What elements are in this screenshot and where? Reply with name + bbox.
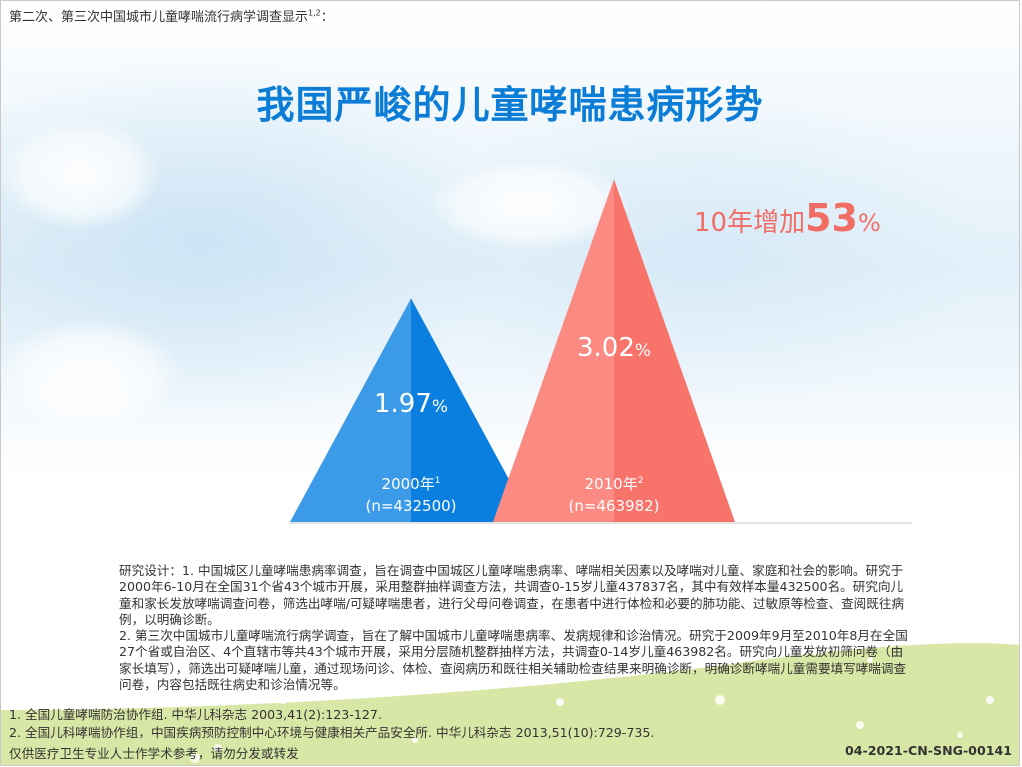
category-ref: 1 — [434, 476, 441, 486]
triangle-chart — [290, 179, 912, 524]
cloud-decoration — [0, 120, 160, 230]
category-label-2010: 2010年2 (n=463982) — [544, 470, 684, 517]
increase-callout: 10年增加53% — [694, 196, 881, 240]
triangle-bar-right-2010年 — [614, 179, 735, 523]
value-unit: % — [634, 340, 652, 361]
triangle-bar-left-2000年 — [290, 298, 411, 522]
subtitle-text: 第二次、第三次中国城市儿童哮喘流行病学调查显示 — [9, 10, 309, 25]
category-name: 2010年 — [584, 475, 638, 493]
subtitle-refs: 1,2 — [308, 8, 321, 18]
disclaimer: 仅供医疗卫生专业人士作学术参考，请勿分发或转发 — [9, 746, 299, 761]
value-label-2000: 1.97% — [341, 389, 481, 419]
value-number: 1.97 — [373, 388, 432, 419]
slide-subtitle: 第二次、第三次中国城市儿童哮喘流行病学调查显示1,2： — [9, 6, 334, 25]
triangle-bar-left-2010年 — [493, 179, 614, 523]
value-label-2010: 3.02% — [544, 333, 684, 363]
cloud-decoration — [0, 320, 180, 430]
study-design-notes: 研究设计：1. 中国城区儿童哮喘患病率调查，旨在调查中国城区儿童哮喘患病率、哮喘… — [119, 563, 909, 693]
page-title: 我国严峻的儿童哮喘患病形势 — [256, 83, 764, 127]
sample-size: (n=432500) — [365, 497, 457, 515]
document-code: 04-2021-CN-SNG-00141 — [844, 743, 1012, 758]
value-unit: % — [431, 396, 449, 417]
callout-unit: % — [857, 209, 881, 237]
study-design-1: 研究设计：1. 中国城区儿童哮喘患病率调查，旨在调查中国城区儿童哮喘患病率、哮喘… — [119, 563, 905, 627]
value-number: 3.02 — [576, 332, 635, 363]
category-ref: 2 — [637, 476, 644, 486]
reference-2: 2. 全国儿科哮喘协作组，中国疾病预防控制中心环境与健康相关产品安全所. 中华儿… — [9, 725, 655, 740]
callout-prefix: 10年增加 — [694, 208, 806, 238]
green-hill-decoration — [0, 643, 1020, 766]
study-design-2: 2. 第三次中国城市儿童哮喘流行病学调查，旨在了解中国城市儿童哮喘患病率、发病规… — [119, 628, 908, 693]
subtitle-colon: ： — [320, 10, 334, 25]
callout-value: 53 — [805, 196, 858, 240]
category-name: 2000年 — [381, 475, 435, 493]
triangle-bar-right-2000年 — [411, 298, 532, 522]
sample-size: (n=463982) — [568, 497, 660, 515]
reference-1: 1. 全国儿童哮喘防治协作组. 中华儿科杂志 2003,41(2):123-12… — [9, 707, 382, 722]
category-label-2000: 2000年1 (n=432500) — [341, 470, 481, 517]
